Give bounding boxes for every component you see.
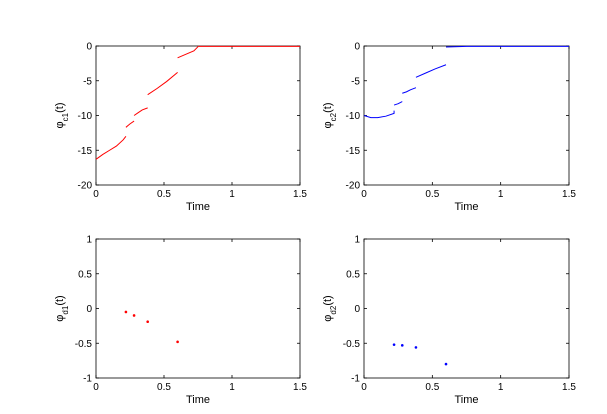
x-tick-label: 1 <box>498 189 504 200</box>
y-label-tail: (t) <box>54 103 66 113</box>
y-tick-label: -5 <box>83 76 92 87</box>
y-tick-label: -15 <box>346 146 361 157</box>
x-tick-label: 0.5 <box>425 382 439 393</box>
axes-box <box>95 238 301 379</box>
series-line-segment <box>415 64 447 78</box>
series-line-segment <box>445 45 569 48</box>
x-tick-label: 1 <box>498 382 504 393</box>
y-label-tail: (t) <box>322 295 334 305</box>
series-line-segment <box>402 87 417 94</box>
y-tick-label: -5 <box>351 76 360 87</box>
x-tick-label: 1.5 <box>562 382 576 393</box>
y-tick-label: -10 <box>346 111 361 122</box>
y-label-subscript: c1 <box>61 112 70 121</box>
y-label-subscript: d1 <box>61 305 70 314</box>
y-label-symbol: φ <box>54 121 66 128</box>
y-tick-label: 0.5 <box>78 269 92 280</box>
x-axis-label: Time <box>186 201 210 213</box>
y-tick-label: 1 <box>86 235 92 246</box>
y-tick-label: -20 <box>346 181 361 192</box>
x-tick-label: 0 <box>361 189 367 200</box>
series-line-segment <box>393 101 403 106</box>
y-tick-label: -0.5 <box>343 339 361 350</box>
x-tick-label: 0.5 <box>157 189 171 200</box>
y-tick-label: -20 <box>78 181 93 192</box>
y-tick-label: -1 <box>83 374 92 385</box>
subplot-c1: 0 0.5 1 1.5 0 -5 -10 -15 -20 Time φc1(t) <box>54 42 307 214</box>
subplot-d1: 0 0.5 1 1.5 1 0.5 0 -0.5 -1 Time φd1(t) <box>54 235 307 407</box>
data-point <box>124 310 128 314</box>
x-tick-label: 1.5 <box>293 189 307 200</box>
data-point <box>392 343 396 346</box>
series-line-segment <box>363 110 395 119</box>
y-label-symbol: φ <box>322 121 334 128</box>
y-tick-label: -10 <box>78 111 93 122</box>
y-tick-label: 0 <box>354 304 360 315</box>
axes-box <box>95 45 301 186</box>
y-axis-label: φc2(t) <box>322 103 338 129</box>
axes-box <box>363 45 570 186</box>
data-point <box>400 344 404 347</box>
x-tick-label: 1 <box>229 189 235 200</box>
series-line-segment <box>125 120 135 128</box>
y-label-symbol: φ <box>54 315 66 322</box>
y-tick-label: 0.5 <box>346 269 360 280</box>
series-line-segment <box>177 46 199 59</box>
y-tick-label: -1 <box>351 374 360 385</box>
y-label-subscript: d2 <box>329 305 338 314</box>
x-axis-label: Time <box>186 394 210 406</box>
y-axis-label: φc1(t) <box>54 103 70 129</box>
data-point <box>414 346 418 349</box>
x-tick-label: 0.5 <box>425 189 439 200</box>
series-line-segment <box>95 136 127 160</box>
series-line-segment <box>147 72 178 96</box>
x-tick-label: 1.5 <box>293 382 307 393</box>
y-axis-label: φd1(t) <box>54 295 70 321</box>
x-tick-label: 0 <box>361 382 367 393</box>
y-label-tail: (t) <box>54 295 66 305</box>
y-label-symbol: φ <box>322 315 334 322</box>
series-line-segment <box>133 107 148 116</box>
axes-box <box>363 238 570 379</box>
subplot-d2: 0 0.5 1 1.5 1 0.5 0 -0.5 -1 Time φd2(t) <box>322 235 576 407</box>
data-point <box>444 362 448 366</box>
y-tick-label: 1 <box>354 235 360 246</box>
data-point <box>132 314 136 317</box>
y-label-tail: (t) <box>322 103 334 113</box>
x-tick-label: 0 <box>93 382 99 393</box>
x-axis-label: Time <box>454 394 478 406</box>
x-tick-label: 0 <box>93 189 99 200</box>
x-tick-label: 1.5 <box>562 189 576 200</box>
y-tick-label: 0 <box>86 304 92 315</box>
x-axis-label: Time <box>454 201 478 213</box>
y-tick-label: -0.5 <box>75 339 93 350</box>
x-tick-label: 1 <box>229 382 235 393</box>
y-axis-label: φd2(t) <box>322 295 338 321</box>
data-point <box>176 340 179 344</box>
x-tick-label: 0.5 <box>157 382 171 393</box>
data-point <box>146 320 149 324</box>
subplot-c2: 0 0.5 1 1.5 0 -5 -10 -15 -20 Time φc2(t) <box>322 42 576 214</box>
y-tick-label: -15 <box>78 146 93 157</box>
y-tick-label: 0 <box>86 42 92 53</box>
y-label-subscript: c2 <box>329 112 338 121</box>
y-tick-label: 0 <box>354 42 360 53</box>
